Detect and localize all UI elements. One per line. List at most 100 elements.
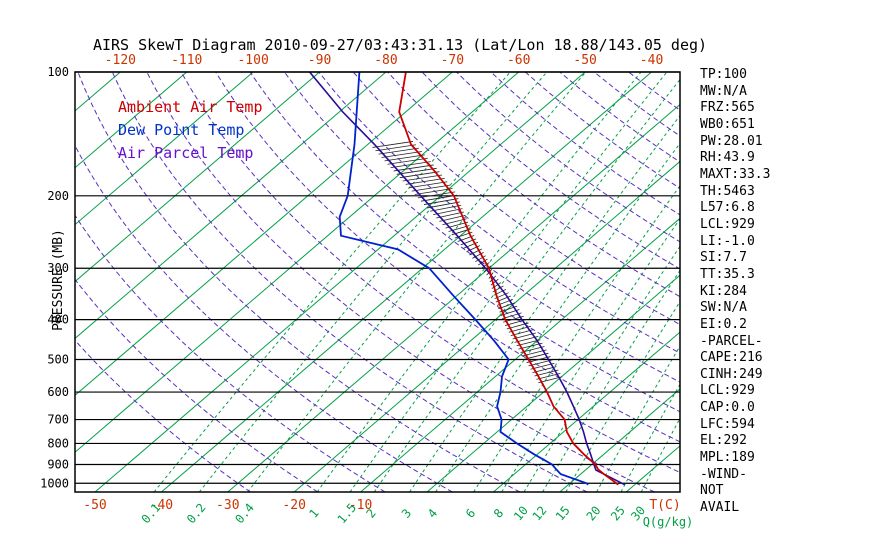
stats-line: RH:43.9 <box>700 150 755 166</box>
bottom-temp-tick-label: -50 <box>83 498 106 513</box>
cape-hatch-tick <box>491 282 502 289</box>
mixing-ratio-line <box>640 417 680 492</box>
isotherm-line <box>75 72 188 169</box>
mixing-unit-label: Q(g/kg) <box>643 515 694 529</box>
stats-line: MAXT:33.3 <box>700 166 771 182</box>
top-temp-tick-label: -70 <box>441 53 464 68</box>
mixing-ratio-line <box>373 78 680 492</box>
series-layer <box>308 72 626 486</box>
dry-adiabat-line <box>318 72 680 354</box>
cape-hatch-tick <box>480 262 490 269</box>
pressure-tick-label: 1000 <box>40 476 69 490</box>
cape-hatch-tick <box>414 188 453 195</box>
mixing-ratio-line <box>247 72 587 492</box>
pressure-axis-title: PRESSURE (MB) <box>51 229 66 331</box>
cape-hatch-tick <box>427 201 460 209</box>
mixing-ratio-line <box>501 218 680 492</box>
mixing-ratio-line <box>435 142 680 492</box>
stats-line: CINH:249 <box>700 366 763 382</box>
cape-hatch-tick <box>475 255 486 263</box>
legend-ambient-air-temp: Ambient Air Temp <box>118 98 263 116</box>
stats-line: TH:5463 <box>700 183 755 199</box>
cape-hatch-tick <box>420 194 457 202</box>
stats-line: TP:100 <box>700 67 747 82</box>
pressure-tick-label: 800 <box>47 436 69 450</box>
cape-hatch-tick <box>423 198 459 205</box>
stats-line: AVAIL <box>700 500 740 516</box>
dry-adiabat-line <box>387 72 680 298</box>
cape-hatch-tick <box>433 208 463 216</box>
pressure-tick-label: 900 <box>47 457 69 471</box>
stats-line: L57:6.8 <box>700 200 755 216</box>
top-temp-tick-label: -80 <box>374 53 397 68</box>
top-temp-tick-label: -120 <box>105 53 136 68</box>
cape-hatch-tick <box>408 181 448 189</box>
mixing-ratio-tick-label: 4 <box>425 506 440 521</box>
mixing-ratio-line <box>316 72 642 492</box>
cape-hatch-tick <box>381 151 422 158</box>
dry-adiabat-line <box>75 278 319 492</box>
series-air-parcel-temp-curve <box>308 72 626 486</box>
isotherm-line <box>227 103 680 492</box>
mixing-ratio-tick-label: 15 <box>553 503 573 523</box>
isotherm-line <box>94 72 586 492</box>
top-temp-tick-label: -90 <box>308 53 331 68</box>
isotherm-line <box>493 331 680 492</box>
pressure-tick-label: 300 <box>47 261 69 275</box>
stats-line: -WIND- <box>700 466 747 482</box>
dry-adiabat-line <box>146 72 655 492</box>
pressure-tick-label: 200 <box>47 189 69 203</box>
series-ambient-air-temp-curve <box>398 72 619 486</box>
temp-unit-label: T(C) <box>649 498 680 513</box>
dry-adiabat-line <box>75 144 453 492</box>
isotherm-line <box>0 72 54 492</box>
stats-panel: TP:100 MW:N/A FRZ:565 WB0:651 PW:28.01 RH:43.… <box>700 67 870 517</box>
top-temp-tick-label: -100 <box>237 53 268 68</box>
isotherm-line <box>75 72 453 397</box>
mixing-ratio-tick-label: 20 <box>584 503 604 523</box>
stats-line: PW:28.01 <box>700 133 763 149</box>
stats-line: LCL:929 <box>700 216 755 232</box>
dry-adiabat-line <box>75 339 251 492</box>
stats-line: SW:N/A <box>700 300 747 316</box>
cape-hatch-tick <box>390 161 431 168</box>
mixing-ratio-line <box>523 245 680 492</box>
series-dew-point-temp-curve <box>338 72 589 486</box>
isotherm-line <box>75 72 254 226</box>
legend: Ambient Air Temp Dew Point Temp Air Parc… <box>118 96 263 165</box>
mixing-ratio-tick-label: 6 <box>463 506 478 521</box>
top-temp-tick-label: -40 <box>640 53 663 68</box>
pressure-tick-label: 400 <box>47 313 69 327</box>
cape-hatch-tick <box>384 154 425 162</box>
cape-hatch-tick <box>469 248 482 256</box>
pressure-tick-label: 500 <box>47 352 69 366</box>
legend-air-parcel-temp: Air Parcel Temp <box>118 144 254 162</box>
cape-hatch-tick <box>411 184 450 192</box>
cape-hatch-tick <box>399 171 440 179</box>
stats-line: WB0:651 <box>700 116 755 132</box>
dry-adiabat-line <box>180 72 680 474</box>
cape-hatch-tick <box>472 251 484 259</box>
top-temp-tick-label: -50 <box>573 53 596 68</box>
cape-hatch-tick <box>405 178 445 185</box>
mixing-ratio-tick-label: 10 <box>511 503 531 523</box>
chart-title: AIRS SkewT Diagram 2010-09-27/03:43:31.1… <box>92 36 708 54</box>
cape-hatch-tick <box>387 157 428 165</box>
bottom-temp-tick-label: -30 <box>216 498 239 513</box>
bottom-temp-tick-label: -10 <box>349 498 372 513</box>
cape-hatch-tick <box>378 147 419 155</box>
cape-hatch-tick <box>393 164 434 172</box>
dry-adiabat-line <box>77 72 521 492</box>
cape-hatch-tick <box>372 141 414 148</box>
stats-line: MPL:189 <box>700 450 755 466</box>
cape-hatch-tick <box>483 265 492 273</box>
cape-hatch-tick <box>375 144 417 152</box>
mixing-ratio-tick-label: 1 <box>306 506 321 521</box>
mixing-ratio-line <box>349 72 668 492</box>
stats-line: NOT <box>700 483 724 499</box>
stats-line: LCL:929 <box>700 383 755 399</box>
cape-hatch-tick <box>396 167 437 175</box>
cape-hatch-tick <box>430 204 462 212</box>
stats-line: CAP:0.0 <box>700 400 755 416</box>
